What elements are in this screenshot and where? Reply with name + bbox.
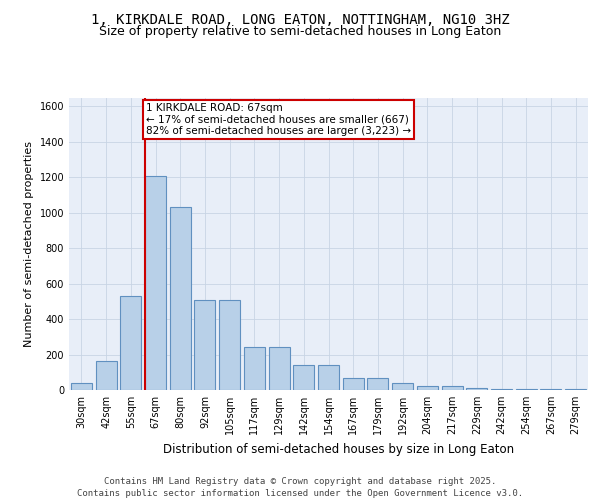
Bar xyxy=(491,389,512,390)
Bar xyxy=(244,346,265,390)
Bar xyxy=(516,389,537,390)
Text: 1 KIRKDALE ROAD: 67sqm
← 17% of semi-detached houses are smaller (667)
82% of se: 1 KIRKDALE ROAD: 67sqm ← 17% of semi-det… xyxy=(146,103,412,136)
Bar xyxy=(71,383,92,390)
Bar xyxy=(194,300,215,390)
Text: Distribution of semi-detached houses by size in Long Eaton: Distribution of semi-detached houses by … xyxy=(163,442,515,456)
Bar xyxy=(466,388,487,390)
Bar xyxy=(367,378,388,390)
Bar xyxy=(269,346,290,390)
Bar xyxy=(170,208,191,390)
Bar xyxy=(120,296,141,390)
Bar xyxy=(293,365,314,390)
Bar xyxy=(95,361,116,390)
Bar xyxy=(219,300,240,390)
Bar xyxy=(442,386,463,390)
Text: 1, KIRKDALE ROAD, LONG EATON, NOTTINGHAM, NG10 3HZ: 1, KIRKDALE ROAD, LONG EATON, NOTTINGHAM… xyxy=(91,12,509,26)
Text: Contains HM Land Registry data © Crown copyright and database right 2025.
Contai: Contains HM Land Registry data © Crown c… xyxy=(77,476,523,498)
Bar xyxy=(343,378,364,390)
Bar xyxy=(145,176,166,390)
Bar xyxy=(392,383,413,390)
Text: Size of property relative to semi-detached houses in Long Eaton: Size of property relative to semi-detach… xyxy=(99,25,501,38)
Bar xyxy=(318,365,339,390)
Y-axis label: Number of semi-detached properties: Number of semi-detached properties xyxy=(24,141,34,347)
Bar xyxy=(417,386,438,390)
